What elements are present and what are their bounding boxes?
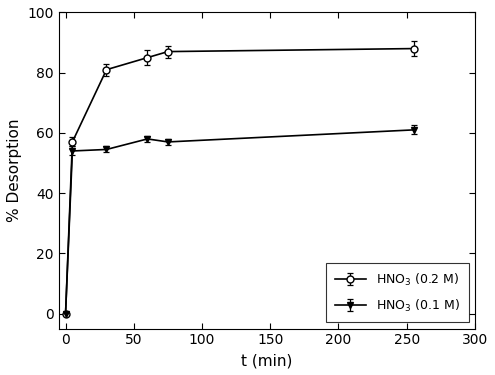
Y-axis label: % Desorption: % Desorption — [7, 119, 22, 222]
X-axis label: t (min): t (min) — [241, 353, 293, 368]
Legend: HNO$_3$ (0.2 M), HNO$_3$ (0.1 M): HNO$_3$ (0.2 M), HNO$_3$ (0.1 M) — [326, 263, 469, 322]
